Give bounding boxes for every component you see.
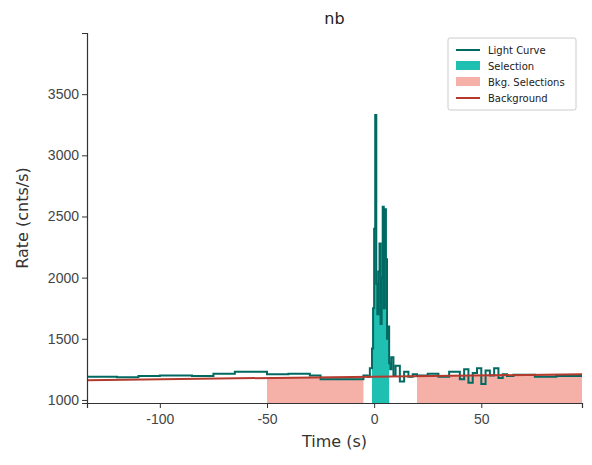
x-axis-line bbox=[88, 404, 583, 409]
x-tick-mark bbox=[374, 403, 375, 408]
y-tick-label: 3000 bbox=[48, 147, 79, 163]
y-tick-label: 1500 bbox=[48, 331, 79, 347]
area bbox=[267, 374, 582, 403]
y-tick-label: 2000 bbox=[48, 270, 79, 286]
x-axis: -100 -50 0 50 bbox=[88, 403, 583, 427]
x-tick-mark bbox=[481, 403, 482, 408]
legend-label: Background bbox=[488, 93, 548, 104]
line bbox=[87, 374, 582, 380]
title: nb bbox=[324, 9, 344, 28]
y-tick-mark bbox=[82, 94, 87, 95]
y-tick-label: 1000 bbox=[48, 392, 79, 408]
y-tick-label: 2500 bbox=[48, 208, 79, 224]
x-tick-label: -100 bbox=[146, 411, 174, 427]
x-tick-label: -50 bbox=[257, 411, 277, 427]
legend-box bbox=[448, 38, 576, 110]
x-tick-mark bbox=[160, 403, 161, 408]
y-tick-mark bbox=[82, 278, 87, 279]
legend-swatch bbox=[456, 61, 480, 70]
legend-label: Light Curve bbox=[488, 45, 546, 56]
y-tick-mark bbox=[82, 155, 87, 156]
y-tick-mark bbox=[82, 339, 87, 340]
x-axis-title: Time (s) bbox=[301, 432, 367, 451]
y-axis-title: Rate (cnts/s) bbox=[13, 167, 32, 269]
x-tick-label: 0 bbox=[371, 411, 379, 427]
y-tick: 3000 bbox=[48, 147, 87, 163]
y-axis-line bbox=[82, 34, 88, 404]
legend-label: Selection bbox=[488, 61, 534, 72]
legend-label: Bkg. Selections bbox=[488, 77, 565, 88]
y-tick-mark bbox=[82, 400, 87, 401]
x-tick: -50 bbox=[257, 403, 277, 427]
legend-swatch bbox=[456, 49, 480, 51]
line bbox=[87, 115, 582, 384]
legend-swatch bbox=[456, 97, 480, 99]
legend-swatch bbox=[456, 77, 480, 86]
x-tick: 0 bbox=[371, 403, 379, 427]
y-tick: 2500 bbox=[48, 208, 87, 224]
y-tick: 1500 bbox=[48, 331, 87, 347]
x-tick: -100 bbox=[146, 403, 174, 427]
x-tick: 50 bbox=[474, 403, 490, 427]
y-tick-mark bbox=[82, 216, 87, 217]
y-tick: 2000 bbox=[48, 270, 87, 286]
y-tick-label: 3500 bbox=[48, 86, 79, 102]
x-tick-mark bbox=[267, 403, 268, 408]
y-axis: 1000 1500 2000 2500 3000 3500 bbox=[48, 34, 88, 408]
chart: -100 -50 0 50 1000 1500 2000 2500 3000 3500 nb Time… bbox=[0, 0, 592, 465]
y-tick: 1000 bbox=[48, 392, 87, 408]
legend: Light Curve Selection Bkg. Selections Backg… bbox=[448, 38, 576, 110]
plot-area bbox=[87, 115, 582, 403]
x-tick-label: 50 bbox=[474, 411, 490, 427]
y-tick: 3500 bbox=[48, 86, 87, 102]
